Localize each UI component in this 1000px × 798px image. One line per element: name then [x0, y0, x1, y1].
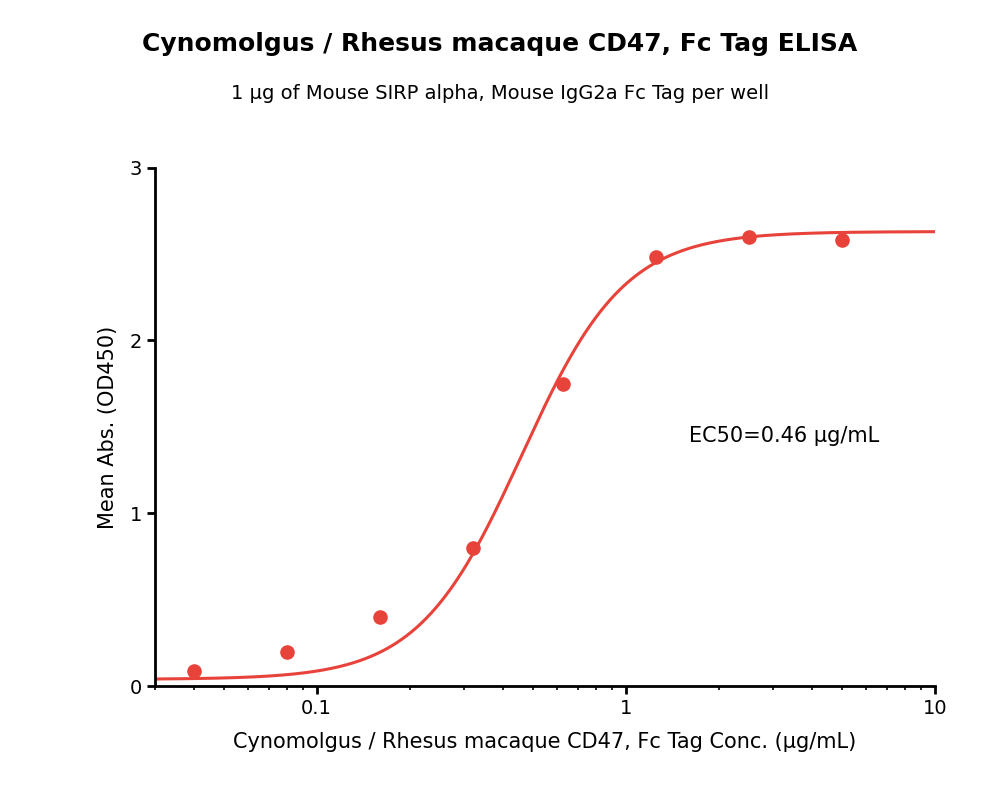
Point: [372, 610, 388, 623]
Point: [279, 646, 295, 658]
X-axis label: Cynomolgus / Rhesus macaque CD47, Fc Tag Conc. (μg/mL): Cynomolgus / Rhesus macaque CD47, Fc Tag…: [233, 733, 857, 753]
Point: [834, 234, 850, 247]
Text: Cynomolgus / Rhesus macaque CD47, Fc Tag ELISA: Cynomolgus / Rhesus macaque CD47, Fc Tag…: [142, 32, 858, 56]
Point: [741, 231, 757, 243]
Text: EC50=0.46 μg/mL: EC50=0.46 μg/mL: [689, 425, 879, 445]
Point: [555, 377, 571, 390]
Point: [648, 251, 664, 264]
Text: 1 μg of Mouse SIRP alpha, Mouse IgG2a Fc Tag per well: 1 μg of Mouse SIRP alpha, Mouse IgG2a Fc…: [231, 84, 769, 103]
Y-axis label: Mean Abs. (OD450): Mean Abs. (OD450): [98, 326, 118, 528]
Point: [186, 664, 202, 677]
Point: [465, 542, 481, 555]
